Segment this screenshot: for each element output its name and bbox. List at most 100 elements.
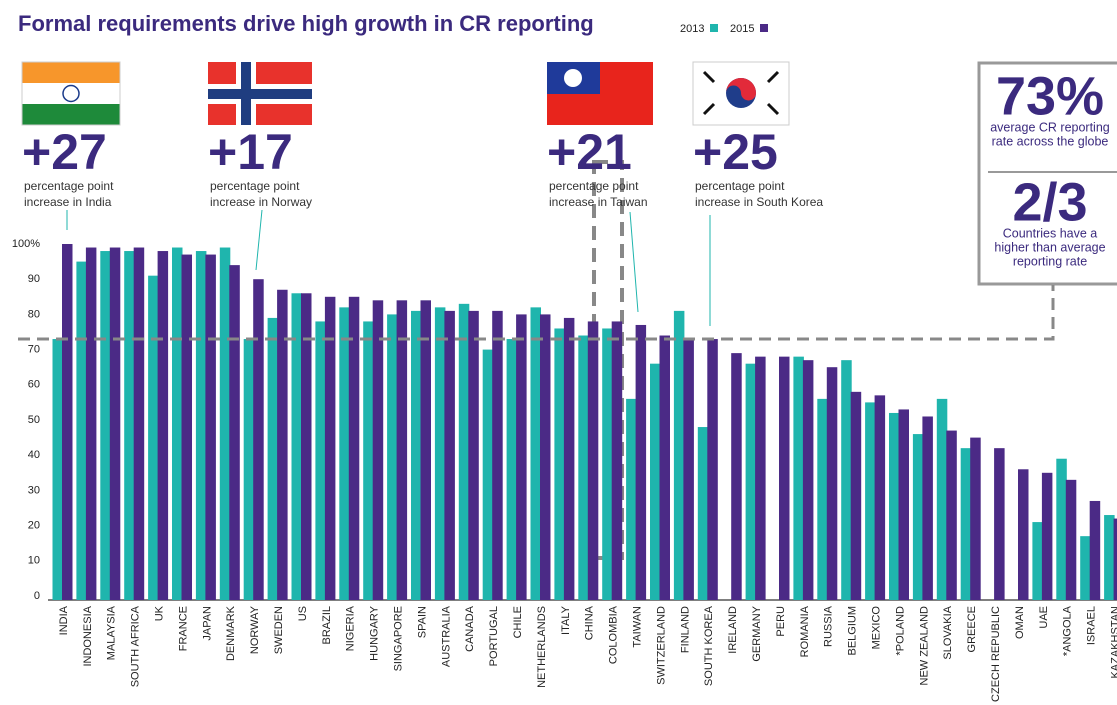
x-tick-label: DENMARK xyxy=(225,605,237,661)
x-tick-label: JAPAN xyxy=(201,606,213,641)
y-tick-label: 10 xyxy=(28,555,40,567)
summary-box xyxy=(977,61,1117,286)
callout-value: +17 xyxy=(208,124,293,180)
x-tick-label: NIGERIA xyxy=(345,605,357,651)
bar xyxy=(673,310,685,600)
x-tick-label: SWEDEN xyxy=(273,606,285,654)
y-tick-label: 60 xyxy=(28,379,40,391)
x-tick-label: *POLAND xyxy=(894,606,906,656)
x-tick-label: OMAN xyxy=(1014,606,1026,639)
x-tick-label: US xyxy=(297,606,309,621)
legend-swatch xyxy=(710,24,718,32)
callout-text: increase in India xyxy=(24,195,112,209)
bar xyxy=(172,247,183,600)
callout-text: percentage point xyxy=(24,179,114,193)
bar xyxy=(817,398,828,600)
bar xyxy=(898,409,909,600)
bar xyxy=(133,247,145,600)
x-tick-label: FINLAND xyxy=(679,606,691,653)
y-tick-label: 70 xyxy=(28,344,40,356)
bar xyxy=(324,296,336,600)
x-tick-label: ITALY xyxy=(560,605,572,635)
flag-india xyxy=(21,61,121,126)
bar xyxy=(635,324,647,600)
bar xyxy=(530,307,541,600)
x-tick-label: CZECH REPUBLIC xyxy=(990,606,1002,702)
average-line xyxy=(18,285,1055,341)
bar xyxy=(1104,515,1115,600)
x-tick-label: UK xyxy=(154,605,166,621)
bar xyxy=(602,328,613,600)
bar xyxy=(396,300,408,600)
bar xyxy=(482,349,494,600)
x-tick-label: SLOVAKIA xyxy=(942,605,954,659)
bar xyxy=(1089,500,1101,600)
callout-text: percentage point xyxy=(210,179,300,193)
x-tick-label: FRANCE xyxy=(177,606,189,651)
bar xyxy=(348,296,360,600)
y-tick-label: 90 xyxy=(28,273,40,285)
bar xyxy=(363,321,374,600)
bar xyxy=(1065,479,1077,600)
summary-text: higher than average xyxy=(994,240,1105,254)
bar xyxy=(779,356,790,600)
callout-text: increase in Taiwan xyxy=(549,195,648,209)
bar xyxy=(277,289,288,600)
bar xyxy=(697,427,709,600)
bar xyxy=(563,317,575,600)
x-tick-label: RUSSIA xyxy=(823,605,835,647)
bar xyxy=(650,363,661,600)
x-tick-label: CANADA xyxy=(464,605,476,652)
bar xyxy=(755,356,766,600)
x-tick-label: SOUTH KOREA xyxy=(703,605,715,686)
bar xyxy=(707,339,718,600)
callout-value: +27 xyxy=(22,124,107,180)
bar xyxy=(157,251,169,601)
legend-label: 2015 xyxy=(730,23,754,35)
bar xyxy=(1056,458,1067,600)
bar xyxy=(219,247,231,600)
bar xyxy=(850,391,862,600)
bar xyxy=(434,307,446,600)
callout-text: percentage point xyxy=(695,179,785,193)
bar xyxy=(946,430,957,600)
bar xyxy=(267,317,279,600)
bar xyxy=(659,335,670,600)
bar xyxy=(124,251,135,601)
bar xyxy=(253,279,264,600)
y-tick-label: 30 xyxy=(28,484,40,496)
y-tick-label: 50 xyxy=(28,414,40,426)
legend-swatch xyxy=(760,24,768,32)
summary-text: Countries have a xyxy=(1003,226,1098,240)
bar xyxy=(889,412,900,600)
bar xyxy=(540,314,551,600)
summary-text: average CR reporting xyxy=(990,120,1110,134)
bar xyxy=(554,328,565,600)
bar xyxy=(865,402,876,600)
x-tick-label: CHILE xyxy=(512,606,524,638)
x-tick-label: COLOMBIA xyxy=(608,605,620,664)
x-tick-label: PERU xyxy=(775,606,787,637)
bar xyxy=(960,448,972,600)
x-tick-label: SOUTH AFRICA xyxy=(130,605,142,687)
bar xyxy=(85,247,97,600)
callout-value: +25 xyxy=(693,124,778,180)
bar xyxy=(291,293,302,600)
bar xyxy=(970,437,981,600)
bar xyxy=(802,360,814,600)
bar xyxy=(181,254,192,600)
bar xyxy=(1080,536,1091,600)
bar xyxy=(195,251,207,601)
bar xyxy=(339,307,350,600)
x-tick-label: SWITZERLAND xyxy=(655,606,667,685)
bar xyxy=(936,398,948,600)
summary-value: 2/3 xyxy=(1012,172,1087,232)
bar xyxy=(372,300,384,600)
bar xyxy=(301,293,312,600)
x-tick-label: INDIA xyxy=(58,605,70,635)
callout-text: increase in Norway xyxy=(210,195,312,209)
bar xyxy=(994,448,1005,600)
x-tick-label: NETHERLANDS xyxy=(536,606,548,688)
x-tick-label: ISRAEL xyxy=(1086,606,1098,645)
y-tick-label: 0 xyxy=(34,590,40,602)
